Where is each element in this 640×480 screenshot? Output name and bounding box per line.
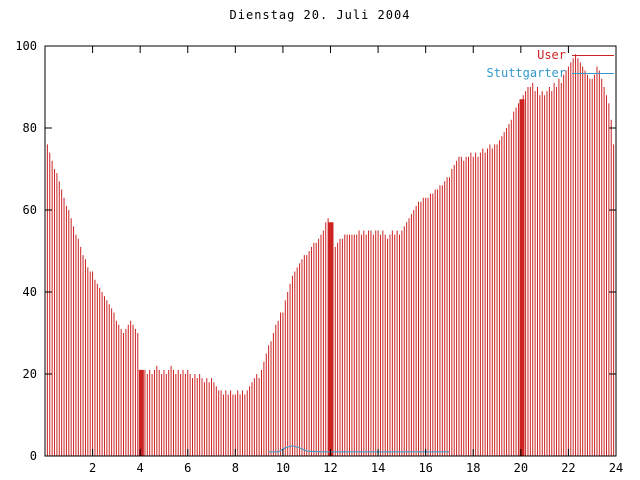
x-tick-label: 22 xyxy=(561,461,575,475)
y-tick-label: 80 xyxy=(23,121,37,135)
y-tick-label: 0 xyxy=(30,449,37,463)
legend-entry-stuttgarter: Stuttgarter xyxy=(487,66,614,80)
dense-bar xyxy=(328,222,334,456)
y-tick-label: 40 xyxy=(23,285,37,299)
legend-line-sample xyxy=(572,72,614,74)
x-tick-label: 4 xyxy=(137,461,144,475)
x-tick-label: 20 xyxy=(514,461,528,475)
x-tick-label: 8 xyxy=(232,461,239,475)
legend: User Stuttgarter xyxy=(487,48,614,80)
y-tick-label: 20 xyxy=(23,367,37,381)
dense-bar xyxy=(519,99,525,457)
x-tick-label: 16 xyxy=(418,461,432,475)
chart-title: Dienstag 20. Juli 2004 xyxy=(229,8,411,22)
x-tick-label: 2 xyxy=(89,461,96,475)
y-tick-label: 60 xyxy=(23,203,37,217)
legend-entry-user: User xyxy=(537,48,614,62)
legend-label: User xyxy=(537,48,566,62)
legend-line-sample xyxy=(572,54,614,56)
dense-bar xyxy=(138,369,144,456)
x-tick-label: 14 xyxy=(371,461,385,475)
x-tick-label: 6 xyxy=(184,461,191,475)
x-tick-label: 18 xyxy=(466,461,480,475)
legend-label: Stuttgarter xyxy=(486,66,566,80)
x-tick-label: 10 xyxy=(276,461,290,475)
y-tick-label: 100 xyxy=(15,39,37,53)
stuttgarter-line xyxy=(268,445,450,453)
x-tick-label: 24 xyxy=(609,461,623,475)
x-tick-label: 12 xyxy=(323,461,337,475)
